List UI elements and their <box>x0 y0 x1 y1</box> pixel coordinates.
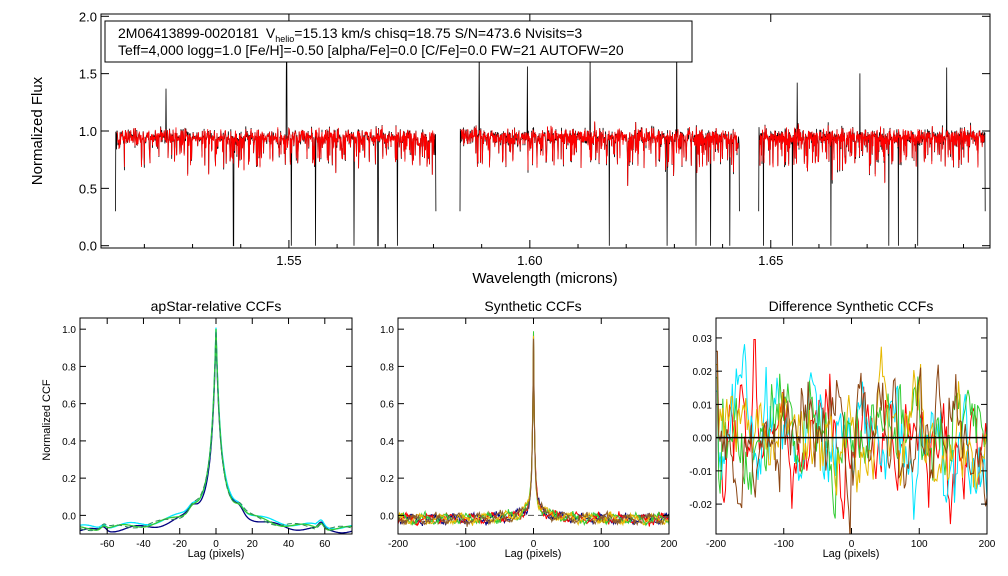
spectrum-synthetic-chip-1 <box>116 125 435 176</box>
spectrum-ytick-label-2: 1.0 <box>79 124 97 139</box>
difference-ccf-xtick-label-3: 100 <box>911 539 928 550</box>
apstar-ccf-xtick-label-1: -40 <box>136 539 151 550</box>
annotation-line-1: 2M06413899-0020181 Vhelio=15.13 km/s chis… <box>118 25 582 44</box>
spectrum-xtick-label-2: 1.65 <box>758 253 783 268</box>
difference-ccf-xlabel: Lag (pixels) <box>823 548 880 560</box>
apstar-ccf-panel: -60 -40 -20 0 20 40 60 0.0 0.2 0.4 0.6 0.8 1.0 apSta… <box>41 298 353 560</box>
annotation-line-1-rest: =15.13 km/s chisq=18.75 S/N=473.6 Nvisit… <box>294 25 582 41</box>
difference-ccf-ticks: -200 -100 0 100 200 -0.02 -0.01 0.00 0.01 0.02 0.0… <box>689 318 996 550</box>
difference-ccf-xtick-label-2: 0 <box>849 539 855 550</box>
difference-ccf-xtick-label-4: 200 <box>979 539 996 550</box>
synthetic-ccf-ytick-label-4: 0.8 <box>380 362 394 373</box>
apstar-ccf-ytick-label-3: 0.6 <box>62 400 76 411</box>
spectrum-synthetic-chip-3 <box>759 123 985 184</box>
spectrum-ytick-label-1: 0.5 <box>79 181 97 196</box>
synthetic-ccf-title: Synthetic CCFs <box>484 298 581 314</box>
synthetic-ccf-ticks: -200 -100 0 100 200 0.0 0.2 0.4 0.6 0.8 1.0 <box>380 318 678 550</box>
difference-ccf-ytick-label-3: 0.01 <box>693 400 713 411</box>
apstar-ccf-ytick-label-1: 0.2 <box>62 474 76 485</box>
spectrum-y-ticks: 0.0 0.5 1.0 1.5 2.0 <box>79 9 990 254</box>
apstar-ccf-line-visit-2 <box>80 327 352 530</box>
synthetic-ccf-ytick-label-5: 1.0 <box>380 325 394 336</box>
apstar-ccf-line-visit-1 <box>80 333 352 534</box>
synthetic-ccf-line-visit-4 <box>398 335 669 527</box>
spectrum-observed-chip-2 <box>459 33 740 246</box>
difference-ccf-line-visit-1 <box>716 339 987 525</box>
apstar-ccf-ytick-label-4: 0.8 <box>62 362 76 373</box>
difference-ccf-ytick-label-5: 0.03 <box>693 334 713 345</box>
synthetic-ccf-line-mean <box>398 338 669 527</box>
annotation-star-id: 2M06413899-0020181 <box>118 25 259 41</box>
spectrum-ytick-label-3: 1.5 <box>79 67 97 82</box>
synthetic-ccf-xtick-label-2: 0 <box>531 539 537 550</box>
annotation-v-subscript: helio <box>275 34 294 44</box>
difference-ccf-ytick-label-1: -0.01 <box>689 467 712 478</box>
spectrum-ytick-label-4: 2.0 <box>79 9 97 24</box>
synthetic-ccf-xtick-label-3: 100 <box>593 539 610 550</box>
apstar-ccf-xtick-label-5: 40 <box>283 539 295 550</box>
synthetic-ccf-xlabel: Lag (pixels) <box>505 548 562 560</box>
difference-ccf-line-visit-4 <box>716 346 987 496</box>
apstar-ccf-ylabel: Normalized CCF <box>41 379 53 461</box>
apstar-ccf-xtick-label-0: -60 <box>100 539 115 550</box>
apstar-ccf-ytick-label-5: 1.0 <box>62 325 76 336</box>
difference-ccf-xtick-label-1: -100 <box>774 539 794 550</box>
difference-ccf-ytick-label-2: 0.00 <box>693 434 713 445</box>
synthetic-ccf-ytick-label-0: 0.0 <box>380 511 394 522</box>
spectrum-panel: 1.55 1.60 1.65 0.0 0.5 1.0 1.5 2.0 Wavelength … <box>29 9 991 287</box>
difference-ccf-ytick-label-0: -0.02 <box>689 500 712 511</box>
synthetic-ccf-xtick-label-0: -200 <box>388 539 408 550</box>
difference-ccf-title: Difference Synthetic CCFs <box>769 298 934 314</box>
synthetic-ccf-xtick-label-4: 200 <box>661 539 678 550</box>
spectrum-observed-chip-3 <box>758 67 986 246</box>
apstar-ccf-title: apStar-relative CCFs <box>151 298 282 314</box>
spectrum-xtick-label-1: 1.60 <box>517 253 542 268</box>
apstar-ccf-line-mean <box>80 330 352 532</box>
annotation-line-2: Teff=4,000 logg=1.0 [Fe/H]=-0.50 [alpha/… <box>118 42 624 58</box>
difference-ccf-xtick-label-0: -200 <box>706 539 726 550</box>
apstar-ccf-xtick-label-6: 60 <box>319 539 331 550</box>
apstar-ccf-xlabel: Lag (pixels) <box>188 548 245 560</box>
apstar-ccf-ytick-label-2: 0.4 <box>62 437 76 448</box>
apstar-ccf-line-visit-3 <box>80 328 352 531</box>
synthetic-ccf-ytick-label-3: 0.6 <box>380 400 394 411</box>
spectrum-xtick-label-0: 1.55 <box>276 253 301 268</box>
annotation-box <box>104 20 693 63</box>
synthetic-ccf-ytick-label-2: 0.4 <box>380 437 394 448</box>
annotation-v-symbol: V <box>266 25 276 41</box>
difference-ccf-panel: -200 -100 0 100 200 -0.02 -0.01 0.00 0.01 0.02 0.0… <box>689 298 996 560</box>
synthetic-ccf-xtick-label-1: -100 <box>456 539 476 550</box>
spectrum-synthetic-chip-2 <box>460 121 739 187</box>
spectrum-x-ticks: 1.55 1.60 1.65 <box>143 14 964 268</box>
apstar-ccf-ticks: -60 -40 -20 0 20 40 60 0.0 0.2 0.4 0.6 0.8 1.0 <box>62 318 352 550</box>
synthetic-ccf-ytick-label-1: 0.2 <box>380 474 394 485</box>
spectrum-ytick-label-0: 0.0 <box>79 239 97 254</box>
spectrum-xlabel: Wavelength (microns) <box>472 270 617 287</box>
apstar-ccf-ytick-label-0: 0.0 <box>62 511 76 522</box>
difference-ccf-ytick-label-4: 0.02 <box>693 367 713 378</box>
apstar-ccf-xtick-label-2: -20 <box>173 539 188 550</box>
spectrum-ylabel: Normalized Flux <box>29 76 46 185</box>
apstar-ccf-xtick-label-4: 20 <box>247 539 259 550</box>
synthetic-ccf-panel: -200 -100 0 100 200 0.0 0.2 0.4 0.6 0.8 1.0 Synthe… <box>380 298 678 560</box>
apstar-ccf-xtick-label-3: 0 <box>213 539 219 550</box>
difference-ccf-line-visit-5 <box>716 350 987 534</box>
